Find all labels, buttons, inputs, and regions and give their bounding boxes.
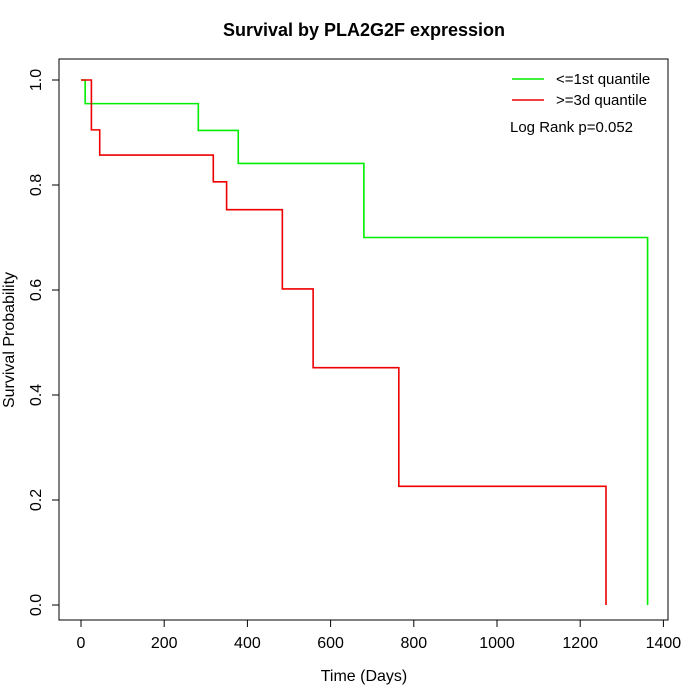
chart-title: Survival by PLA2G2F expression (223, 20, 505, 40)
x-tick-label: 1000 (479, 635, 515, 652)
x-axis-label: Time (Days) (321, 668, 408, 685)
series-layer (81, 79, 649, 605)
x-tick-label: 1400 (646, 635, 682, 652)
legend-label-2: >=3d quantile (556, 92, 647, 109)
x-axis: 0 200 400 600 800 1000 1200 1400 (77, 619, 682, 652)
x-tick-label: 400 (234, 635, 261, 652)
survival-curve-2 (81, 79, 607, 605)
legend: <=1st quantile >=3d quantile (512, 71, 650, 109)
x-tick-label: 200 (151, 635, 178, 652)
y-tick-label: 0.4 (28, 384, 45, 406)
y-tick-label: 1.0 (28, 69, 45, 91)
y-tick-label: 0.0 (28, 594, 45, 616)
y-tick-label: 0.8 (28, 174, 45, 196)
x-tick-label: 1200 (562, 635, 598, 652)
x-tick-label: 600 (317, 635, 344, 652)
y-tick-label: 0.6 (28, 279, 45, 301)
survival-curve-1 (81, 79, 649, 605)
legend-label-1: <=1st quantile (556, 71, 650, 88)
y-tick-label: 0.2 (28, 489, 45, 511)
log-rank-annotation: Log Rank p=0.052 (510, 119, 633, 136)
y-axis: 0.0 0.2 0.4 0.6 0.8 1.0 (28, 69, 60, 616)
plot-frame (58, 58, 669, 621)
x-tick-label: 0 (77, 635, 86, 652)
x-tick-label: 800 (400, 635, 427, 652)
y-axis-label: Survival Probability (1, 272, 18, 408)
